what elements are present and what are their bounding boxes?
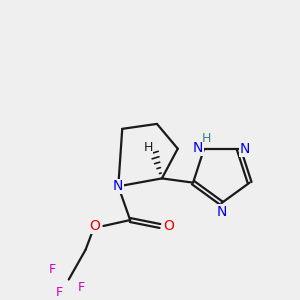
- Text: H: H: [202, 132, 212, 145]
- Text: O: O: [89, 219, 100, 233]
- Text: N: N: [240, 142, 250, 156]
- Text: H: H: [143, 141, 153, 154]
- Text: F: F: [48, 263, 56, 276]
- Text: N: N: [193, 141, 203, 155]
- Text: F: F: [55, 286, 62, 299]
- Text: N: N: [113, 179, 124, 193]
- Text: F: F: [78, 281, 85, 294]
- Text: N: N: [216, 205, 226, 219]
- Text: O: O: [164, 219, 174, 233]
